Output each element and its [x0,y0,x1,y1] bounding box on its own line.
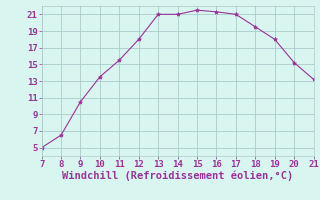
X-axis label: Windchill (Refroidissement éolien,°C): Windchill (Refroidissement éolien,°C) [62,171,293,181]
